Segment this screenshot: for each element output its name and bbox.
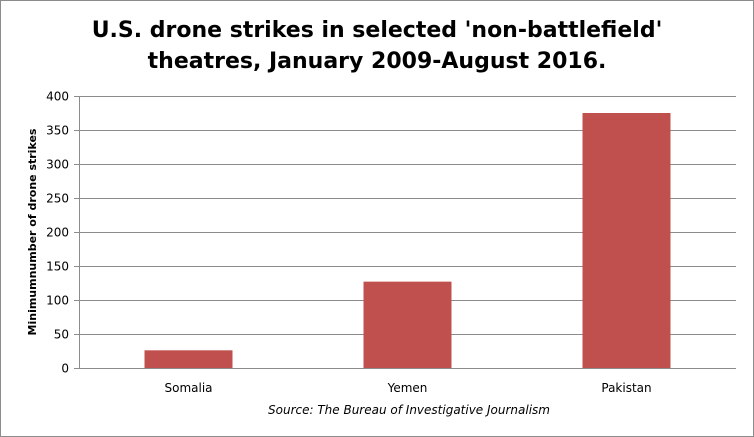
x-category-label: Somalia	[164, 381, 212, 395]
chart-title-line-2: theatres, January 2009-August 2016.	[147, 49, 607, 74]
y-tick-label: 250	[46, 192, 69, 206]
chart-title: U.S. drone strikes in selected 'non-batt…	[1, 15, 753, 77]
source-note: Source: The Bureau of Investigative Jour…	[268, 403, 550, 417]
x-category-label: Yemen	[387, 381, 428, 395]
y-tick-labels: 0 50 100 150 200 250 300 350 400	[46, 90, 69, 376]
bar-somalia	[144, 350, 233, 368]
y-tick-label: 200	[46, 226, 69, 240]
y-tick-label: 50	[54, 328, 69, 342]
x-category-labels: Somalia Yemen Pakistan	[164, 381, 651, 395]
y-tick-label: 0	[61, 362, 69, 376]
y-tick-label: 150	[46, 260, 69, 274]
y-tick-label: 400	[46, 90, 69, 104]
y-tick-label: 100	[46, 294, 69, 308]
bars	[144, 113, 671, 368]
y-tick-label: 350	[46, 124, 69, 138]
x-category-label: Pakistan	[601, 381, 651, 395]
bar-pakistan	[582, 113, 671, 368]
y-tick-label: 300	[46, 158, 69, 172]
y-axis-label: Minimumnumber of drone strikes	[26, 128, 39, 335]
bar-yemen	[363, 281, 452, 368]
chart-title-line-1: U.S. drone strikes in selected 'non-batt…	[91, 18, 663, 43]
